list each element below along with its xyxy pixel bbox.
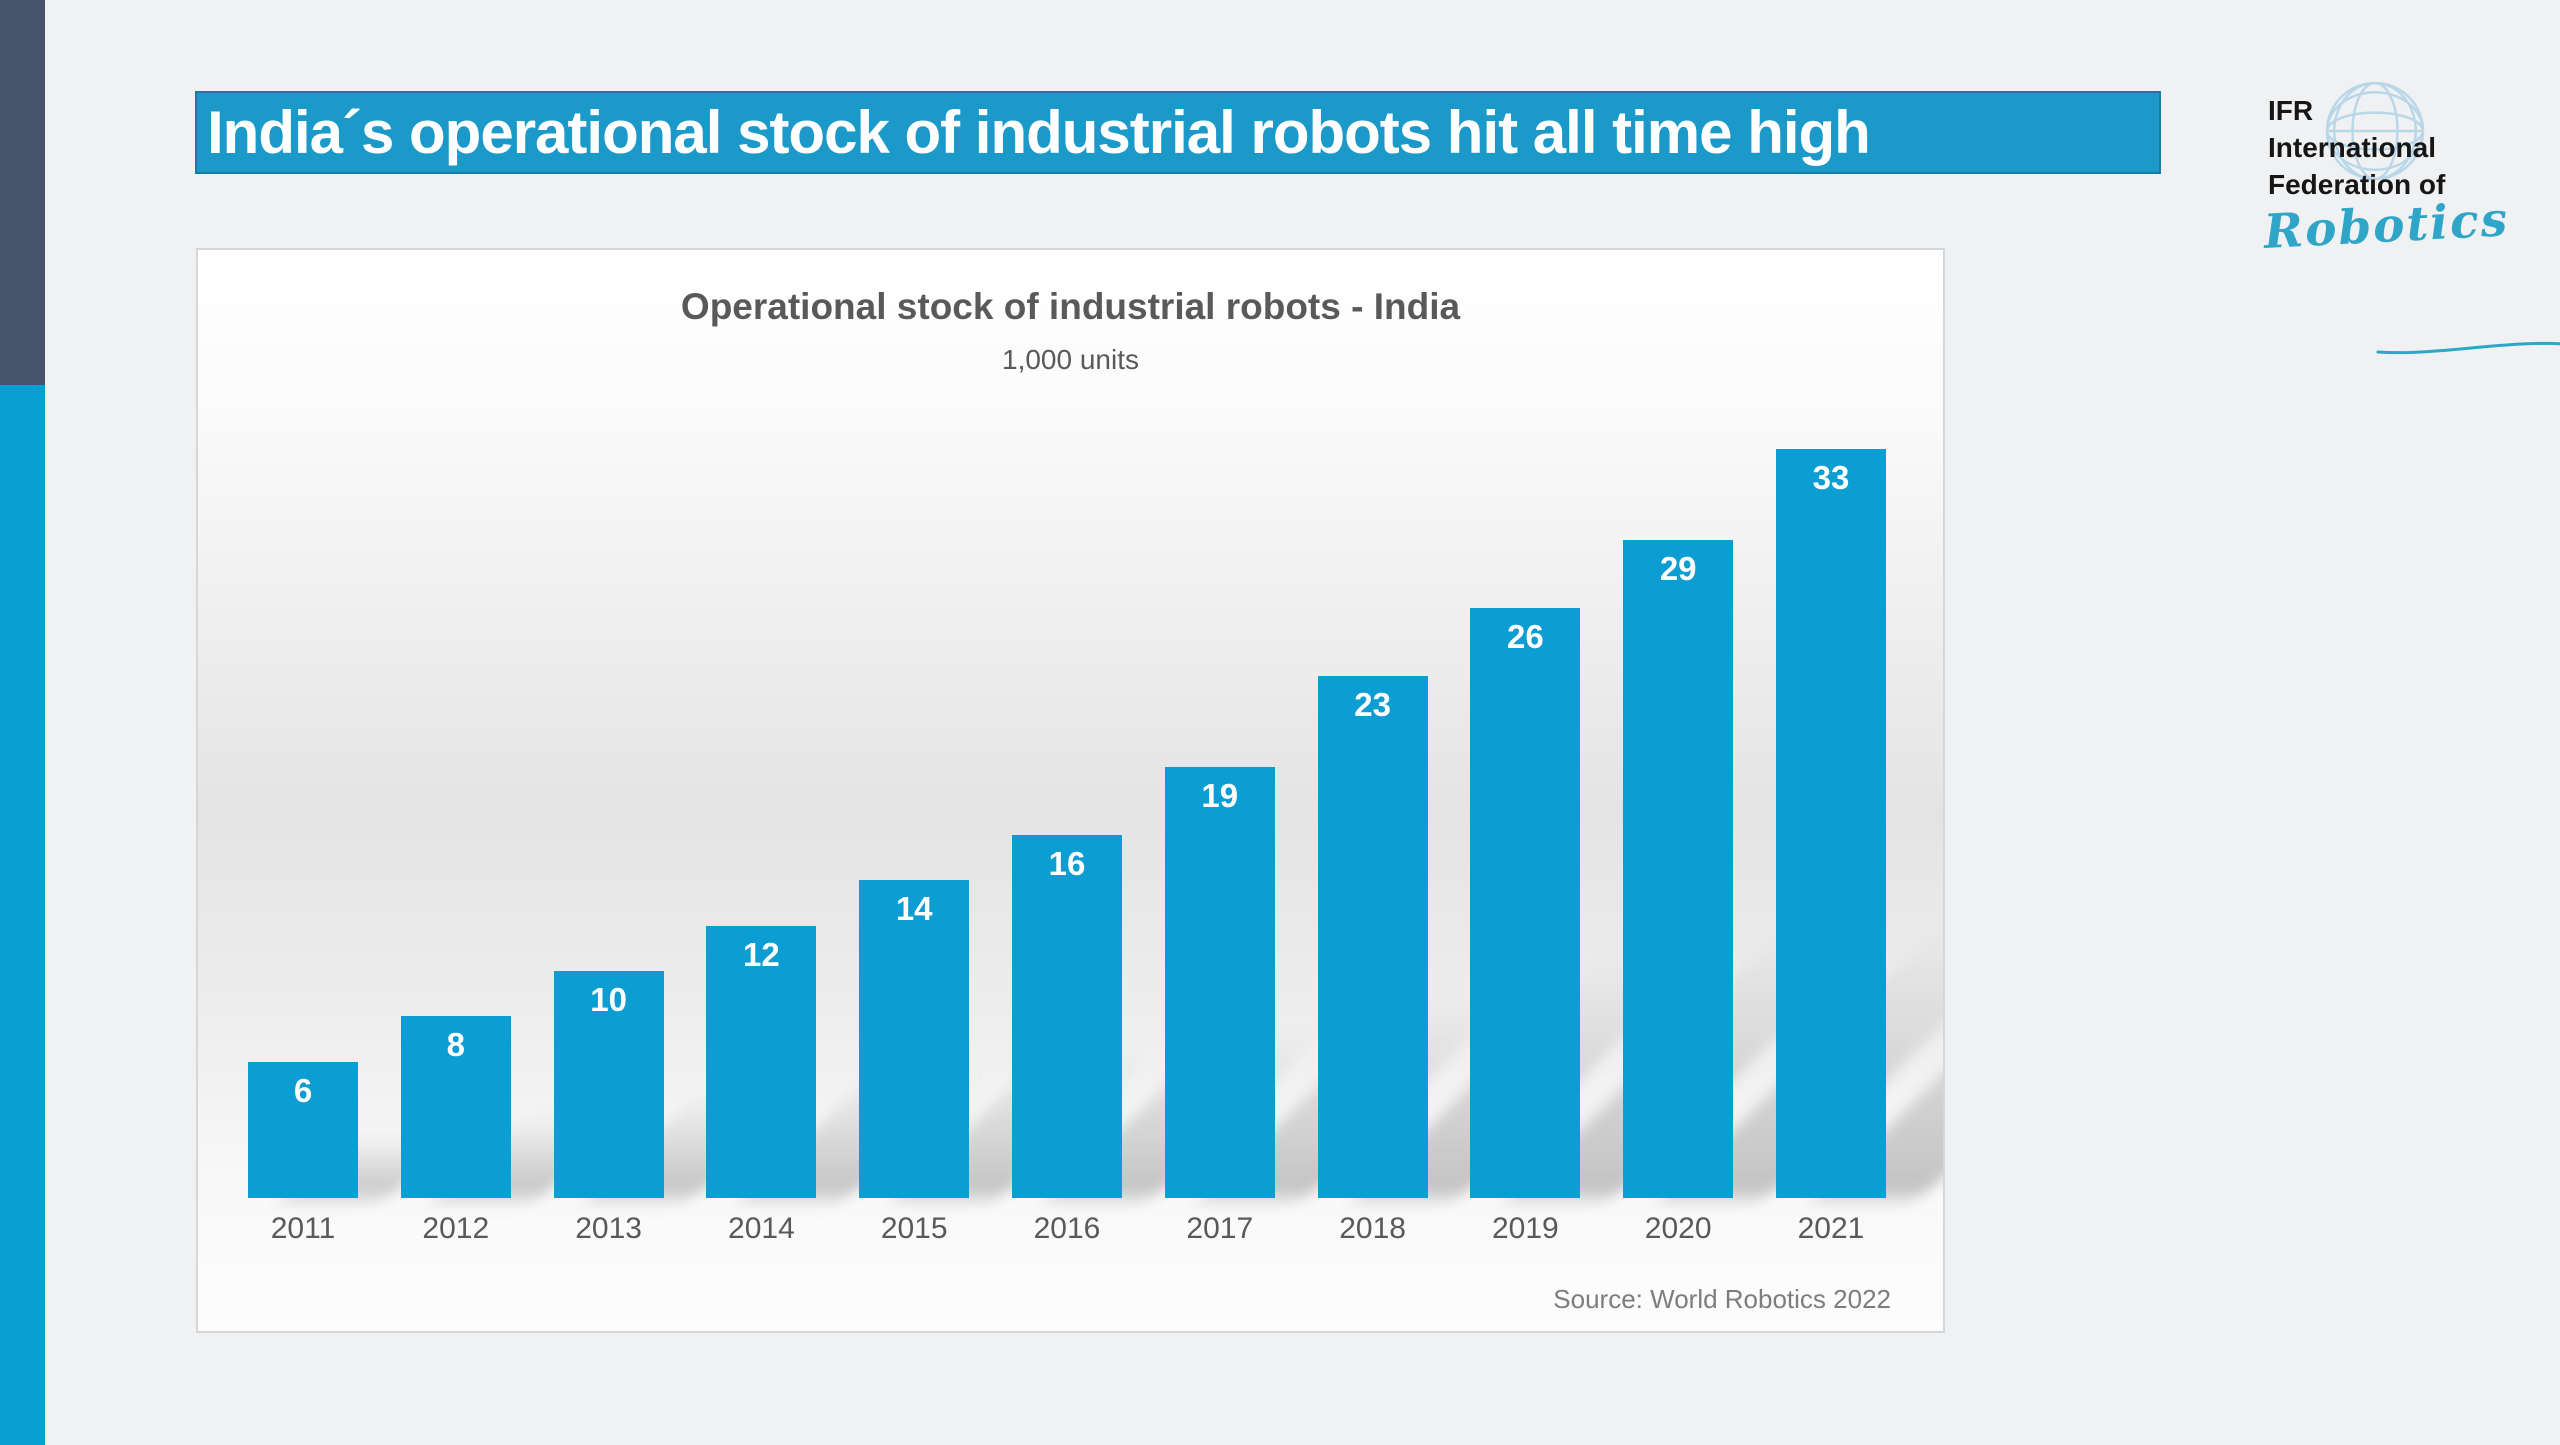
bar-value-label: 33 — [1812, 459, 1850, 496]
bar-2018: 23 — [1317, 676, 1428, 1198]
bar-2019: 26 — [1470, 608, 1581, 1198]
bar-value-label: 12 — [743, 936, 780, 973]
bar-column-2018: 23 2018 — [1317, 676, 1428, 1245]
ifr-logo: IFR International Federation of Robotics — [2263, 81, 2560, 355]
x-axis-label-2021: 2021 — [1797, 1212, 1865, 1245]
chart-panel: Operational stock of industrial robots -… — [196, 248, 1945, 1333]
x-axis-label-2012: 2012 — [422, 1212, 490, 1245]
x-axis-label-2015: 2015 — [880, 1212, 948, 1245]
bar-column-2020: 29 2020 — [1623, 540, 1734, 1245]
ifr-logo-line3: Federation of — [2268, 169, 2446, 200]
source-note: Source: World Robotics 2022 — [1553, 1284, 1891, 1314]
slide-headline: India´s operational stock of industrial … — [195, 91, 2161, 174]
bar-2011: 6 — [248, 1062, 358, 1198]
x-axis-label-2020: 2020 — [1644, 1212, 1712, 1245]
left-accent-bar-cyan — [0, 385, 45, 1445]
x-axis-label-2019: 2019 — [1492, 1212, 1559, 1245]
bar-column-2016: 16 2016 — [1011, 835, 1122, 1245]
bar-value-label: 8 — [446, 1026, 465, 1063]
bar-2012: 8 — [400, 1016, 511, 1198]
bar-column-2015: 14 2015 — [859, 880, 970, 1245]
x-axis-label-2017: 2017 — [1186, 1212, 1254, 1245]
bar-column-2021: 33 2021 — [1775, 449, 1886, 1245]
x-axis-label-2011: 2011 — [270, 1212, 336, 1245]
bar-value-label: 6 — [293, 1072, 313, 1109]
bar-value-label: 10 — [590, 981, 627, 1018]
left-accent-bar-dark — [0, 0, 45, 385]
script-flourish-icon — [2376, 341, 2560, 355]
bars-container: 6 2011 8 2012 10 2013 12 2014 14 2015 16 2016 19 2017… — [248, 433, 1886, 1245]
bar-value-label: 19 — [1201, 777, 1239, 814]
bar-2020: 29 — [1623, 540, 1734, 1198]
x-axis-label-2014: 2014 — [728, 1212, 795, 1245]
bar-2015: 14 — [859, 880, 970, 1198]
bar-column-2017: 19 2017 — [1164, 767, 1275, 1245]
bar-column-2012: 8 2012 — [400, 1016, 511, 1245]
bar-column-2019: 26 2019 — [1470, 608, 1581, 1245]
bar-column-2014: 12 2014 — [706, 926, 817, 1245]
bar-2016: 16 — [1011, 835, 1122, 1198]
ifr-logo-line2: International — [2268, 132, 2437, 163]
ifr-logo-script: Robotics — [2262, 192, 2511, 260]
bar-2014: 12 — [706, 926, 817, 1198]
plot-area: 6 2011 8 2012 10 2013 12 2014 14 2015 16 2016 19 2017… — [198, 400, 1943, 1331]
bar-value-label: 29 — [1659, 550, 1697, 587]
bar-column-2011: 6 2011 — [248, 1062, 358, 1245]
ifr-logo-line1: IFR — [2268, 95, 2314, 126]
chart-title: Operational stock of industrial robots -… — [680, 286, 1461, 327]
x-axis-label-2016: 2016 — [1033, 1212, 1101, 1245]
bar-value-label: 23 — [1354, 686, 1391, 723]
chart-subtitle: 1,000 units — [1002, 344, 1139, 375]
bar-value-label: 26 — [1507, 618, 1544, 655]
bar-2013: 10 — [553, 971, 664, 1198]
bar-2021: 33 — [1775, 449, 1886, 1198]
bar-2017: 19 — [1164, 767, 1275, 1198]
bar-column-2013: 10 2013 — [553, 971, 664, 1245]
x-axis-label-2013: 2013 — [575, 1212, 642, 1245]
x-axis-label-2018: 2018 — [1339, 1212, 1406, 1245]
bar-value-label: 14 — [895, 890, 933, 927]
bar-value-label: 16 — [1048, 845, 1086, 882]
globe-icon — [2325, 81, 2425, 181]
